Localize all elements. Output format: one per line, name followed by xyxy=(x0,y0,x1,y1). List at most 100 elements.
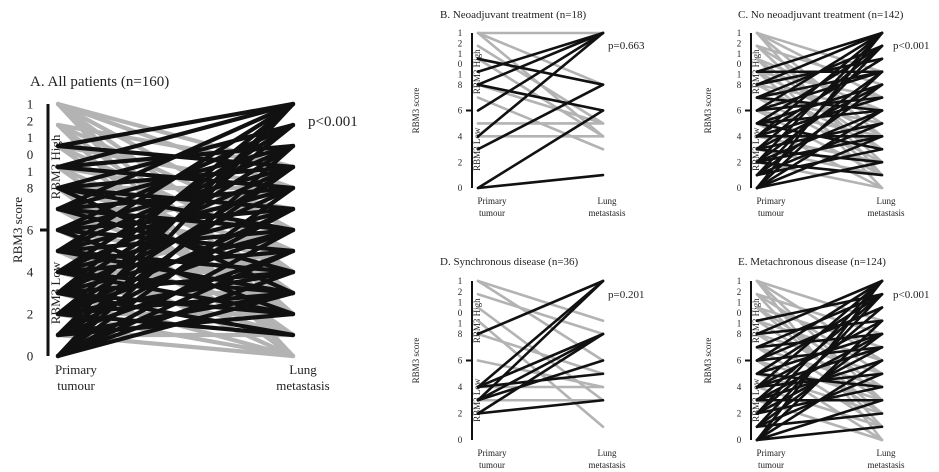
p-value-label: p=0.201 xyxy=(608,289,644,301)
paired-line-black xyxy=(755,345,884,389)
x-category-label-primary: Primary xyxy=(757,196,786,206)
paired-line-black xyxy=(755,425,884,442)
chart-title: E. Metachronous disease (n=124) xyxy=(738,256,886,268)
paired-line-black xyxy=(755,292,884,349)
y-tick-label: 1 xyxy=(27,97,34,112)
series-lines xyxy=(755,279,884,442)
paired-line-black xyxy=(476,83,605,151)
x-category-label-lung: metastasis xyxy=(868,208,905,218)
paired-line-black xyxy=(755,135,884,164)
y-tick-label: 1 xyxy=(458,297,463,307)
x-category-label-primary: Primary xyxy=(757,448,786,458)
paired-line-black xyxy=(55,101,296,149)
paired-line-black xyxy=(55,269,296,296)
chart-panel-c: C. No neoadjuvant treatment (n=142) RBM3 … xyxy=(703,9,929,218)
paired-line-black xyxy=(755,70,884,99)
paired-line-black xyxy=(755,372,884,389)
paired-line-black xyxy=(55,101,296,170)
x-category-label-lung: metastasis xyxy=(589,208,626,218)
y-axis-label: RBM3 score xyxy=(411,338,421,384)
paired-line-black xyxy=(755,306,884,415)
p-value-label: p<0.001 xyxy=(893,289,929,301)
x-category-label-lung: Lung xyxy=(877,196,896,206)
y-tick-label: 2 xyxy=(458,409,463,419)
y-tick-label: 8 xyxy=(737,80,742,90)
chart-title: D. Synchronous disease (n=36) xyxy=(440,256,579,268)
paired-line-black xyxy=(55,290,296,338)
y-tick-label: 2 xyxy=(737,409,742,419)
y-tick-label: 0 xyxy=(27,147,34,162)
y-tick-label: 8 xyxy=(27,181,34,196)
chart-panel-a: A. All patients (n=160)RBM3 score0246810… xyxy=(10,74,358,393)
y-tick-label: 2 xyxy=(737,38,742,48)
paired-line-black xyxy=(755,147,884,177)
y-tick-label: 6 xyxy=(27,223,34,238)
paired-line-black xyxy=(755,160,884,190)
y-tick-label: 1 xyxy=(737,297,742,307)
paired-line-black xyxy=(755,122,884,151)
x-category-label-primary: tumour xyxy=(758,208,784,218)
paired-line-black xyxy=(55,269,296,317)
y-tick-label: 4 xyxy=(458,382,463,392)
paired-line-black xyxy=(55,206,296,233)
y-tick-label: 1 xyxy=(458,319,463,329)
paired-line-black xyxy=(476,398,605,415)
paired-line-black xyxy=(55,143,296,170)
y-tick-label: 0 xyxy=(737,308,742,318)
x-category-label-lung: Lung xyxy=(598,448,617,458)
y-axis-label: RBM3 score xyxy=(10,197,25,263)
paired-line-black xyxy=(755,31,884,74)
y-tick-label: 1 xyxy=(737,69,742,79)
y-tick-label: 2 xyxy=(458,157,463,167)
y-tick-label: 1 xyxy=(737,49,742,59)
y-tick-label: 2 xyxy=(27,307,34,322)
chart-title: A. All patients (n=160) xyxy=(30,74,169,90)
y-tick-label: 4 xyxy=(458,131,463,141)
y-tick-label: 8 xyxy=(737,329,742,339)
p-value-label: p<0.001 xyxy=(893,40,929,52)
paired-line-black xyxy=(755,306,884,362)
x-category-label-primary: tumour xyxy=(57,378,95,393)
paired-line-black xyxy=(55,227,296,317)
paired-line-grey xyxy=(755,279,884,323)
paired-line-black xyxy=(55,185,296,233)
paired-line-black xyxy=(476,83,605,112)
paired-line-black xyxy=(755,147,884,164)
x-category-label-primary: tumour xyxy=(758,460,784,470)
y-tick-label: 4 xyxy=(737,131,742,141)
paired-line-grey xyxy=(55,122,296,170)
y-tick-label: 1 xyxy=(737,276,742,286)
chart-panel-b: B. Neoadjuvant treatment (n=18) RBM3 scor… xyxy=(411,9,645,218)
y-axis-label: RBM3 score xyxy=(411,88,421,134)
x-category-label-lung: Lung xyxy=(877,448,896,458)
paired-line-black xyxy=(476,332,605,402)
y-tick-label: 1 xyxy=(458,276,463,286)
paired-line-black xyxy=(755,96,884,112)
paired-line-black xyxy=(55,185,296,296)
series-lines xyxy=(476,279,605,429)
paired-line-black xyxy=(476,57,605,86)
paired-line-black xyxy=(755,160,884,177)
y-tick-label: 6 xyxy=(458,356,463,366)
paired-line-black xyxy=(476,31,605,138)
paired-line-black xyxy=(476,332,605,389)
x-category-label-lung: Lung xyxy=(289,362,317,377)
y-tick-label: 1 xyxy=(737,28,742,38)
band-label-low: RBM3 Low xyxy=(48,261,63,324)
paired-line-black xyxy=(476,31,605,74)
paired-line-black xyxy=(755,109,884,125)
chart-panel-e: E. Metachronous disease (n=124) RBM3 scor… xyxy=(703,256,929,470)
x-category-label-primary: Primary xyxy=(478,448,507,458)
paired-line-grey xyxy=(476,279,605,323)
y-tick-label: 0 xyxy=(27,349,34,364)
y-tick-label: 6 xyxy=(737,106,742,116)
y-axis-label: RBM3 score xyxy=(703,88,713,134)
y-tick-label: 1 xyxy=(737,319,742,329)
y-tick-label: 2 xyxy=(737,157,742,167)
y-tick-label: 1 xyxy=(458,69,463,79)
paired-line-black xyxy=(476,31,605,86)
x-category-label-lung: Lung xyxy=(598,196,617,206)
paired-line-black xyxy=(755,292,884,402)
paired-line-black xyxy=(476,332,605,415)
y-tick-label: 6 xyxy=(458,106,463,116)
